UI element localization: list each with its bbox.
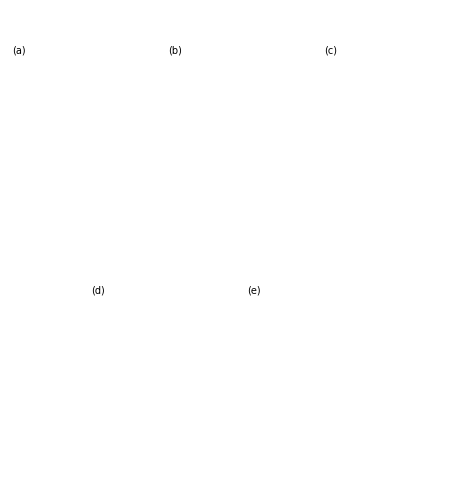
Text: (d): (d) [91,285,105,295]
Text: (c): (c) [324,46,337,56]
Text: (b): (b) [168,46,182,56]
Text: (e): (e) [247,285,261,295]
Text: (a): (a) [12,46,26,56]
